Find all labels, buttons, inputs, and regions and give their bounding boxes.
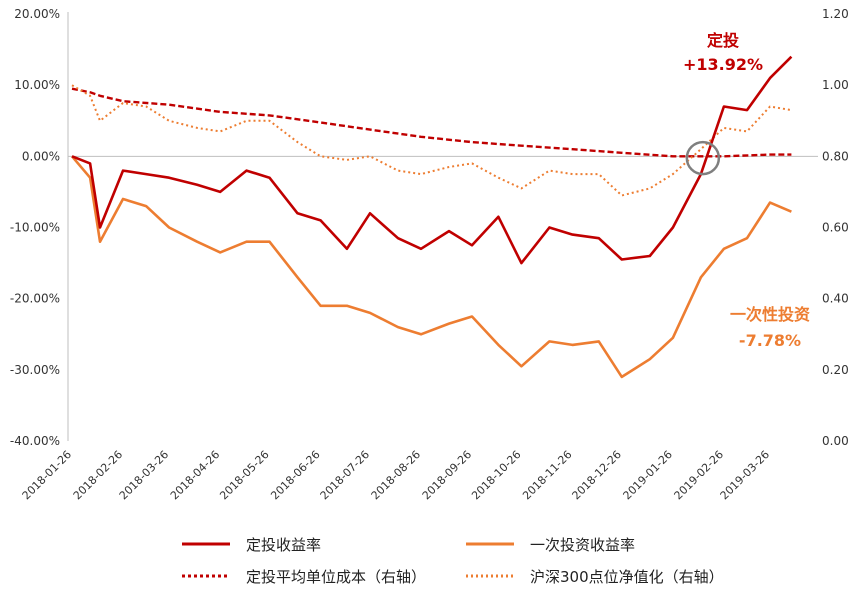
annotation-lumpsum-value: -7.78%	[739, 331, 801, 350]
x-tick-label: 2018-03-26	[117, 448, 171, 502]
right-tick-label: 0.40	[822, 292, 849, 306]
x-tick-label: 2018-11-26	[520, 448, 574, 502]
x-tick-label: 2018-09-26	[420, 448, 474, 502]
left-tick-label: -40.00%	[10, 434, 60, 448]
legend-label-4: 沪深300点位净值化（右轴）	[530, 568, 724, 586]
series-line-3	[71, 87, 792, 158]
legend: 定投收益率 一次投资收益率 定投平均单位成本（右轴） 沪深300点位净值化（右轴…	[182, 536, 724, 586]
left-axis: 20.00% 10.00% 0.00% -10.00% -20.00% -30.00% -4…	[10, 7, 69, 448]
x-tick-label: 2018-12-26	[570, 448, 624, 502]
right-tick-label: 0.80	[822, 149, 849, 163]
left-tick-label: 10.00%	[14, 78, 60, 92]
annotation-lumpsum-label: 一次性投资	[730, 305, 810, 324]
legend-item-3: 定投平均单位成本（右轴）	[182, 568, 426, 586]
x-tick-label: 2018-05-26	[217, 448, 271, 502]
x-tick-label: 2018-04-26	[168, 448, 222, 502]
legend-label-2: 一次投资收益率	[530, 536, 635, 554]
right-tick-label: 1.20	[822, 7, 849, 21]
series-layer	[71, 55, 793, 379]
crossover-highlight-circle	[685, 140, 721, 176]
left-tick-label: 20.00%	[14, 7, 60, 21]
x-tick-label: 2018-01-26	[20, 448, 74, 502]
series-line-2	[71, 155, 792, 379]
right-tick-label: 0.60	[822, 221, 849, 235]
legend-label-3: 定投平均单位成本（右轴）	[246, 568, 426, 586]
legend-item-4: 沪深300点位净值化（右轴）	[466, 568, 724, 586]
annotation-dingtou-label: 定投	[706, 31, 739, 50]
x-tick-label: 2018-10-26	[469, 448, 523, 502]
series-line-4	[71, 84, 792, 197]
x-tick-label: 2018-07-26	[318, 448, 372, 502]
x-tick-label: 2019-01-26	[621, 448, 675, 502]
right-tick-label: 1.00	[822, 78, 849, 92]
right-tick-label: 0.00	[822, 434, 849, 448]
left-tick-label: 0.00%	[22, 149, 60, 163]
legend-item-2: 一次投资收益率	[466, 536, 635, 554]
x-tick-label: 2018-08-26	[369, 448, 423, 502]
annotation-dingtou-value: +13.92%	[683, 55, 763, 74]
x-tick-label: 2019-03-26	[718, 448, 772, 502]
left-tick-label: -20.00%	[10, 292, 60, 306]
x-tick-label: 2018-06-26	[268, 448, 322, 502]
legend-item-1: 定投收益率	[182, 536, 321, 554]
right-tick-label: 0.20	[822, 363, 849, 377]
left-tick-label: -10.00%	[10, 221, 60, 235]
legend-label-1: 定投收益率	[246, 536, 321, 554]
annotations: 定投 +13.92% 一次性投资 -7.78%	[683, 31, 810, 350]
x-axis: 2018-01-262018-02-262018-03-262018-04-26…	[20, 155, 818, 502]
left-tick-label: -30.00%	[10, 363, 60, 377]
series-line-1	[71, 55, 793, 265]
right-axis: 1.20 1.00 0.80 0.60 0.40 0.20 0.00	[822, 7, 849, 448]
